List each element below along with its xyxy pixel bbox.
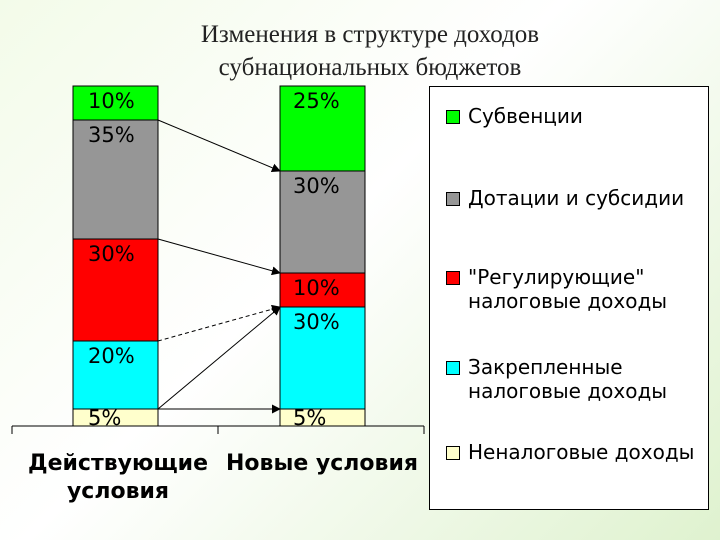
bar-segment-subventions-1 <box>72 85 159 121</box>
segment-label-assigned-taxes-2: 30% <box>293 310 340 334</box>
bars-layer <box>72 85 366 427</box>
labels-layer: 5%20%30%35%10%5%30%10%30%25% <box>88 89 340 430</box>
bar-segment-assigned-taxes-2 <box>279 306 366 410</box>
axis-layer: Действующие условия Новые условия <box>11 425 425 504</box>
bar-segment-assigned-taxes-1 <box>72 340 159 410</box>
arrows-layer <box>157 119 281 414</box>
legend-item-regulating-taxes: "Регулирующие" налоговые доходы <box>446 265 708 313</box>
legend-item-non-tax: Неналоговые доходы <box>446 440 708 464</box>
legend-item-assigned-taxes: Закрепленные налоговые доходы <box>446 355 708 403</box>
bar-segment-regulating-taxes-2 <box>279 272 366 308</box>
chart-title-line-2: субнациональных бюджетов <box>218 54 522 81</box>
segment-label-subventions-2: 25% <box>293 89 340 113</box>
chart-legend: Субвенции Дотации и субсидии "Регулирующ… <box>429 86 709 510</box>
connector-arrow-5 <box>157 306 281 410</box>
bar-segment-grants-2 <box>279 170 366 274</box>
legend-label-assigned-taxes: Закрепленные налоговые доходы <box>468 355 668 403</box>
segment-label-grants-1: 35% <box>88 123 135 147</box>
bar-segment-grants-1 <box>72 119 159 240</box>
legend-swatch-regulating-taxes <box>446 271 460 285</box>
chart-title: Изменения в структуре доходов субнациона… <box>140 18 600 84</box>
chart-title-line-1: Изменения в структуре доходов <box>200 21 540 48</box>
legend-label-grants: Дотации и субсидии <box>468 186 685 210</box>
segment-label-assigned-taxes-1: 20% <box>88 344 135 368</box>
category-label-1-line-1: Действующие <box>28 451 208 476</box>
legend-swatch-grants <box>446 192 460 206</box>
bar-segment-subventions-2 <box>279 85 366 172</box>
segment-label-regulating-taxes-1: 30% <box>88 242 135 266</box>
legend-item-subventions: Субвенции <box>446 104 708 128</box>
segment-label-subventions-1: 10% <box>88 89 135 113</box>
legend-label-non-tax: Неналоговые доходы <box>468 440 695 464</box>
connector-arrow-1 <box>157 119 281 173</box>
legend-label-subventions: Субвенции <box>468 104 583 128</box>
connector-arrow-3 <box>157 304 281 342</box>
legend-swatch-assigned-taxes <box>446 361 460 375</box>
segment-label-regulating-taxes-2: 10% <box>293 276 340 300</box>
bar-segment-regulating-taxes-1 <box>72 238 159 342</box>
legend-swatch-non-tax <box>446 446 460 460</box>
connector-arrow-2 <box>157 238 281 276</box>
legend-label-regulating-taxes: "Регулирующие" налоговые доходы <box>468 265 668 313</box>
legend-item-grants: Дотации и субсидии <box>446 186 708 210</box>
legend-swatch-subventions <box>446 110 460 124</box>
segment-label-grants-2: 30% <box>293 174 340 198</box>
category-label-1-line-2: условия <box>67 479 169 504</box>
category-label-2-line-1: Новые условия <box>226 451 418 476</box>
